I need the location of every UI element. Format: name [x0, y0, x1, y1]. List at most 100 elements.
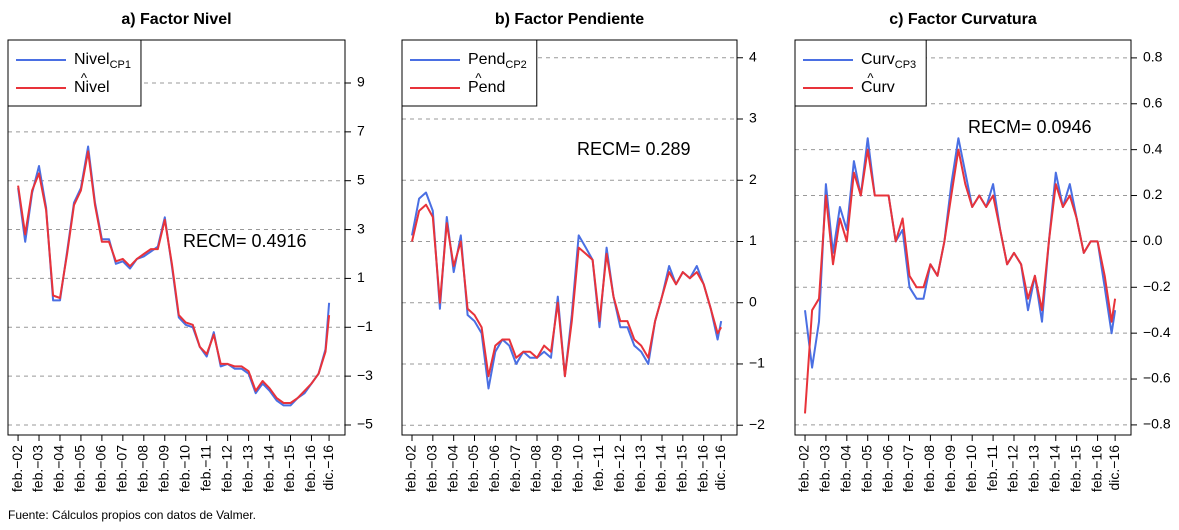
y-tick-label: −3 — [357, 367, 373, 383]
x-tick-label: feb.−12 — [218, 445, 234, 492]
legend-label: Nivel — [74, 79, 110, 96]
x-tick-label: feb.−05 — [465, 445, 481, 492]
x-tick-label: feb.−09 — [549, 445, 565, 492]
legend-box — [401, 39, 538, 107]
source-note: Fuente: Cálculos propios con datos de Va… — [8, 508, 256, 522]
x-tick-label: feb.−16 — [1088, 445, 1104, 492]
x-tick-label: feb.−03 — [30, 445, 46, 492]
x-tick-label: feb.−10 — [569, 445, 585, 492]
y-tick-label: 9 — [357, 74, 365, 90]
y-tick-label: −1 — [749, 355, 765, 371]
series-line — [804, 137, 1117, 369]
legend-hat: ^ — [475, 70, 482, 85]
legend-subscript: CP2 — [505, 59, 526, 71]
x-tick-label: feb.−06 — [879, 445, 895, 492]
legend-label: Nivel — [74, 51, 110, 68]
y-tick-label: 0.4 — [1143, 140, 1163, 156]
y-tick-label: −5 — [357, 416, 373, 432]
x-tick-label: feb.−12 — [1005, 445, 1021, 492]
legend-subscript: CP3 — [895, 59, 916, 71]
chart-title: a) Factor Nivel — [121, 11, 231, 28]
legend-hat: ^ — [81, 70, 88, 85]
annotation: RECM= 0.4916 — [183, 231, 307, 251]
x-tick-label: dic.−16 — [712, 445, 728, 491]
annotation: RECM= 0.289 — [577, 139, 691, 159]
x-tick-label: feb.−06 — [93, 445, 109, 492]
series-line — [17, 150, 331, 404]
y-tick-label: −2 — [749, 416, 765, 432]
x-tick-label: feb.−15 — [1067, 445, 1083, 492]
x-tick-label: dic.−16 — [320, 445, 336, 491]
y-tick-label: 7 — [357, 123, 365, 139]
x-tick-label: feb.−08 — [528, 445, 544, 492]
x-tick-label: feb.−09 — [942, 445, 958, 492]
legend-label: Curv — [861, 79, 895, 96]
x-tick-label: feb.−03 — [817, 445, 833, 492]
x-tick-label: feb.−13 — [632, 445, 648, 492]
series-line — [804, 148, 1117, 414]
x-tick-label: feb.−06 — [486, 445, 502, 492]
y-tick-label: 1 — [357, 269, 365, 285]
y-tick-label: −1 — [357, 318, 373, 334]
x-tick-label: feb.−11 — [984, 445, 1000, 491]
x-tick-label: feb.−07 — [507, 445, 523, 492]
x-tick-label: feb.−05 — [858, 445, 874, 492]
plot-frame — [794, 39, 1132, 436]
legend-label: Pend — [468, 79, 505, 96]
plot-frame — [401, 39, 738, 436]
y-tick-label: 4 — [749, 48, 757, 64]
x-tick-label: feb.−07 — [114, 445, 130, 492]
x-tick-label: feb.−10 — [176, 445, 192, 492]
y-tick-label: −0.6 — [1143, 370, 1171, 386]
y-tick-label: 1 — [749, 232, 757, 248]
x-tick-label: feb.−14 — [1046, 445, 1062, 492]
legend-label: Curv — [861, 51, 895, 68]
y-tick-label: 0.6 — [1143, 94, 1163, 110]
y-tick-label: 0.0 — [1143, 232, 1163, 248]
y-tick-label: 0.2 — [1143, 186, 1163, 202]
x-tick-label: feb.−10 — [963, 445, 979, 492]
x-tick-label: dic.−16 — [1106, 445, 1122, 491]
y-tick-label: 2 — [749, 171, 757, 187]
y-tick-label: −0.2 — [1143, 278, 1171, 294]
x-tick-label: feb.−16 — [302, 445, 318, 492]
x-tick-label: feb.−02 — [9, 445, 25, 492]
series-line — [411, 203, 723, 378]
x-tick-label: feb.−12 — [611, 445, 627, 492]
x-tick-label: feb.−09 — [155, 445, 171, 492]
annotation: RECM= 0.0946 — [968, 117, 1092, 137]
y-tick-label: −0.8 — [1143, 416, 1171, 432]
x-tick-label: feb.−02 — [796, 445, 812, 492]
x-tick-label: feb.−05 — [72, 445, 88, 492]
x-tick-label: feb.−04 — [444, 445, 460, 492]
x-tick-label: feb.−08 — [135, 445, 151, 492]
y-tick-label: 0.8 — [1143, 49, 1163, 65]
x-tick-label: feb.−11 — [197, 445, 213, 491]
legend-label: Pend — [468, 51, 505, 68]
chart-title: b) Factor Pendiente — [495, 11, 644, 28]
y-tick-label: 3 — [357, 220, 365, 236]
y-tick-label: 5 — [357, 171, 365, 187]
legend-box — [7, 39, 142, 107]
x-tick-label: feb.−02 — [403, 445, 419, 492]
plot-frame — [7, 39, 346, 436]
x-tick-label: feb.−16 — [694, 445, 710, 492]
x-tick-label: feb.−04 — [838, 445, 854, 492]
y-tick-label: 0 — [749, 293, 757, 309]
x-tick-label: feb.−08 — [921, 445, 937, 492]
y-tick-label: 3 — [749, 110, 757, 126]
x-tick-label: feb.−13 — [1026, 445, 1042, 492]
x-tick-label: feb.−15 — [281, 445, 297, 492]
chart-title: c) Factor Curvatura — [889, 11, 1037, 28]
x-tick-label: feb.−14 — [653, 445, 669, 492]
x-tick-label: feb.−07 — [900, 445, 916, 492]
x-tick-label: feb.−14 — [260, 445, 276, 492]
x-tick-label: feb.−15 — [674, 445, 690, 492]
x-tick-label: feb.−03 — [424, 445, 440, 492]
legend-subscript: CP1 — [110, 59, 131, 71]
legend-box — [794, 39, 927, 107]
legend-hat: ^ — [867, 70, 874, 85]
x-tick-label: feb.−11 — [590, 445, 606, 491]
x-tick-label: feb.−13 — [239, 445, 255, 492]
